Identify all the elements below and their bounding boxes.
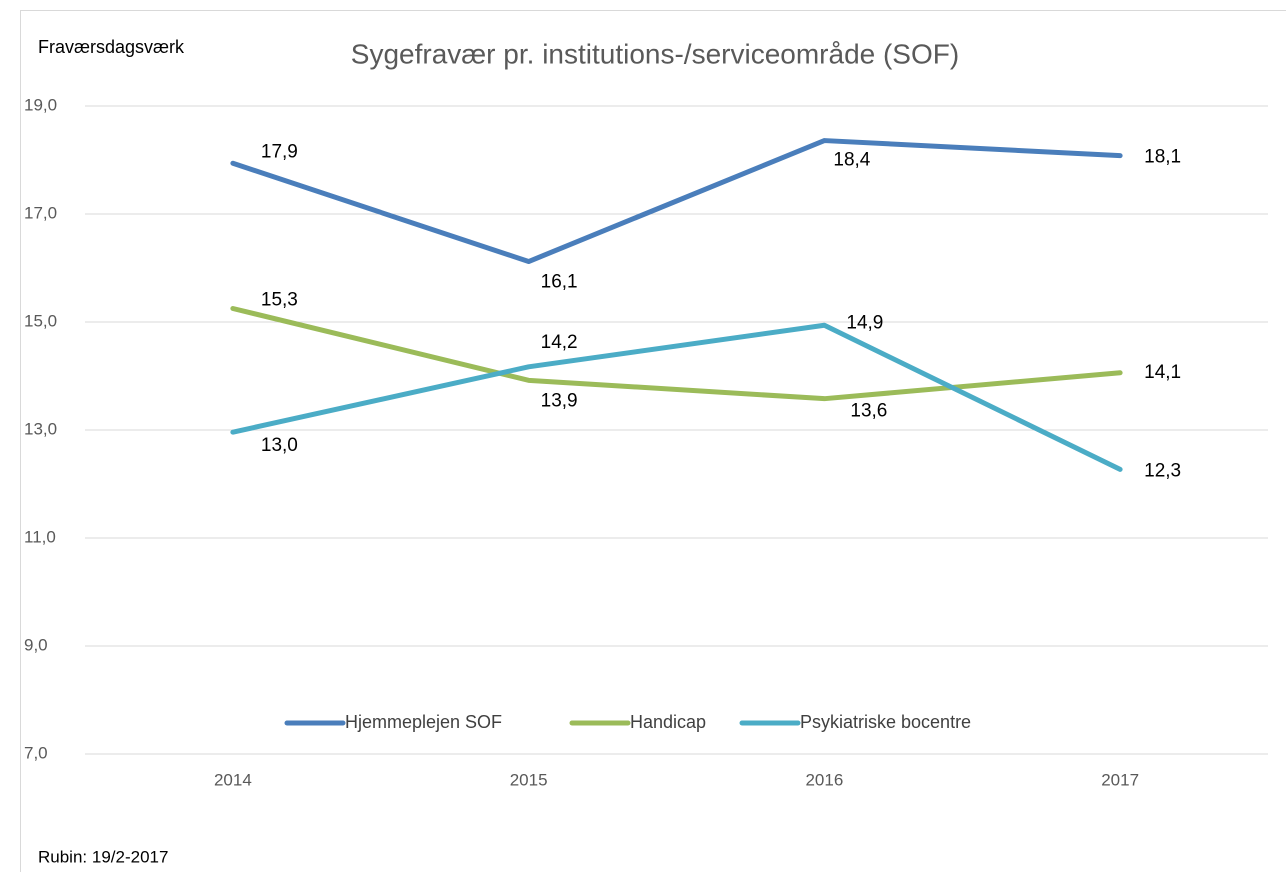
y-tick-label: 15,0 (24, 311, 57, 330)
x-tick-label: 2015 (510, 770, 548, 789)
data-label: 16,1 (541, 272, 578, 293)
legend-label: Handicap (630, 712, 706, 732)
data-label: 15,3 (261, 290, 298, 311)
x-tick-label: 2014 (214, 770, 252, 789)
y-tick-label: 11,0 (24, 527, 56, 546)
data-label: 14,9 (846, 312, 883, 333)
legend-label: Psykiatriske bocentre (800, 712, 971, 732)
chart-title: Sygefravær pr. institutions-/serviceområ… (351, 38, 959, 69)
series-line (230, 306, 1123, 402)
y-tick-label: 19,0 (24, 95, 57, 114)
data-label: 14,1 (1144, 362, 1181, 383)
data-label: 14,2 (541, 332, 578, 353)
y-tick-label: 13,0 (24, 419, 57, 438)
data-label: 13,0 (261, 435, 298, 456)
data-label: 18,1 (1144, 147, 1181, 168)
series-line (230, 138, 1123, 265)
data-label: 18,4 (833, 150, 870, 171)
legend-label: Hjemmeplejen SOF (345, 712, 502, 732)
y-axis-label: Fraværsdagsværk (38, 37, 185, 57)
footnote: Rubin: 19/2-2017 (38, 847, 168, 866)
x-tick-label: 2016 (805, 770, 843, 789)
y-tick-label: 9,0 (24, 635, 48, 654)
chart-border (20, 10, 1286, 872)
y-tick-label: 7,0 (24, 743, 48, 762)
x-tick-label: 2017 (1101, 770, 1139, 789)
y-tick-label: 17,0 (24, 203, 57, 222)
data-label: 12,3 (1144, 460, 1181, 481)
data-label: 13,6 (850, 401, 887, 422)
data-label: 13,9 (541, 390, 578, 411)
data-label: 17,9 (261, 141, 298, 162)
series-line (230, 322, 1123, 472)
